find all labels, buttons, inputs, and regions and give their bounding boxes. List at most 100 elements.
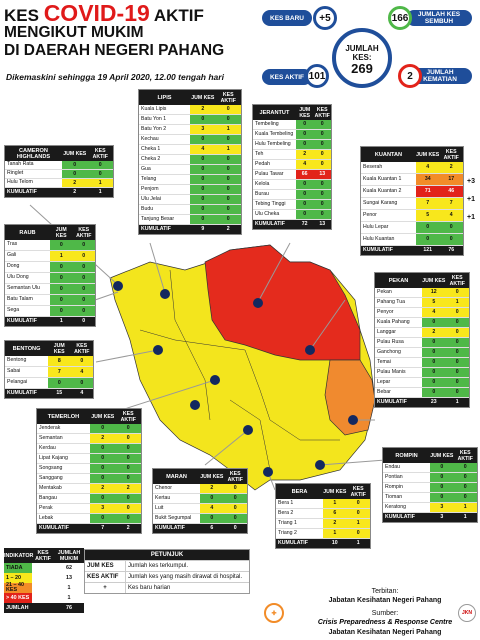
- table-row: Pekan 12 0: [375, 288, 469, 298]
- jum-kes-cell: 71: [415, 186, 440, 197]
- kes-aktif-cell: 0: [445, 328, 469, 337]
- kes-aktif-cell: 0: [215, 215, 241, 224]
- table-row: Gali 1 0: [5, 251, 95, 262]
- district-col-header: JUM KES: [200, 473, 224, 480]
- kes-aktif-cell: 0: [70, 356, 94, 366]
- kuantan-plus-3: +1: [467, 214, 475, 221]
- district-col-header: JUM KES: [55, 226, 67, 239]
- mukim-name: Bera 2: [278, 509, 294, 516]
- kumulatif-value: 4: [80, 389, 84, 396]
- jum-kes-cell: 0: [295, 130, 314, 139]
- mukim-name: Langgar: [377, 328, 397, 335]
- table-row: Penor 5 4: [361, 210, 463, 222]
- mukim-name: Cheka 1: [141, 145, 161, 152]
- kumulatif-value: 2: [73, 188, 77, 195]
- mukim-name: Hulu Tembeling: [255, 140, 291, 147]
- table-row: Ulu Jelai 0 0: [139, 195, 241, 205]
- mukim-name: Penyor: [377, 308, 394, 315]
- kumulatif-label: KUMULATIF: [377, 398, 407, 405]
- kes-aktif-cell: 0: [115, 504, 141, 513]
- dot-rompin: [315, 460, 325, 470]
- mukim-name: Ganchong: [377, 348, 401, 355]
- mukim-name: Pontian: [385, 473, 403, 480]
- mukim-name: Triang 2: [278, 529, 297, 536]
- district-col-header: JUM KES: [323, 488, 347, 495]
- jum-kes-cell: 0: [295, 190, 314, 199]
- district-col-header: KES AKTIF: [74, 342, 90, 355]
- table-row: Kuala Tembeling 0 0: [253, 130, 331, 140]
- kes-aktif-cell: 0: [453, 493, 477, 502]
- kes-baru-value: +5: [313, 6, 337, 30]
- kuantan-plus-1: +3: [467, 178, 475, 185]
- kuantan-plus-2: +1: [467, 196, 475, 203]
- table-row: Kechau 0 0: [139, 135, 241, 145]
- jum-kes-cell: 0: [200, 494, 224, 503]
- mukim-name: Cheka 2: [141, 155, 161, 162]
- mukim-name: Rompin: [385, 483, 403, 490]
- kes-aktif-cell: 0: [215, 175, 241, 184]
- kes-aktif-cell: 0: [215, 165, 241, 174]
- mukim-name: Luit: [155, 504, 164, 511]
- mukim-name: Bangau: [39, 494, 57, 501]
- update-note: Dikemaskini sehingga 19 April 2020, 12.0…: [6, 72, 224, 82]
- jum-kes-cell: 0: [50, 284, 73, 294]
- table-row: Pedah 4 0: [253, 160, 331, 170]
- kes-aktif-cell: 0: [313, 210, 331, 219]
- district-name: TEMERLOH: [47, 413, 80, 420]
- kes-aktif-cell: 0: [72, 251, 95, 261]
- jkn-logo-icon: JKN: [458, 604, 476, 622]
- jum-kes-cell: 0: [430, 483, 454, 492]
- mukim-name: Sega: [7, 307, 20, 314]
- kes-aktif-cell: 7: [439, 198, 463, 209]
- jum-kes-cell: 0: [90, 444, 116, 453]
- table-row: Rompin 0 0: [383, 483, 477, 493]
- kes-aktif-cell: 0: [115, 494, 141, 503]
- table-row: Kuala Lipis 2 0: [139, 105, 241, 115]
- jum-kes-cell: 2: [422, 328, 446, 337]
- pet-v1: Jumlah kes yang masih dirawat di hospita…: [125, 572, 249, 582]
- jum-kes-cell: 0: [295, 120, 314, 129]
- dot-bentong: [210, 375, 220, 385]
- kumulatif-value: 0: [82, 317, 86, 324]
- jum-kes-cell: 0: [200, 514, 224, 523]
- jum-kes-cell: 0: [190, 155, 216, 164]
- jum-kes-cell: 0: [48, 378, 71, 388]
- mukim-name: Keratong: [385, 503, 407, 510]
- table-row: Tembeling 0 0: [253, 120, 331, 130]
- jum-kes-cell: 0: [295, 200, 314, 209]
- mukim-name: Bera 1: [278, 499, 294, 506]
- table-row: Hulu Telom 2 1: [5, 179, 113, 188]
- table-row: Telang 0 0: [139, 175, 241, 185]
- mukim-name: Penjom: [141, 185, 159, 192]
- kes-aktif-cell: 0: [313, 140, 331, 149]
- kumulatif-value: 13: [319, 220, 326, 227]
- table-row: Langgar 2 0: [375, 328, 469, 338]
- kes-aktif-cell: 4: [70, 367, 94, 377]
- kumulatif-value: 121: [423, 246, 433, 253]
- jum-kes-cell: 0: [90, 494, 116, 503]
- mukim-name: Bebar: [377, 388, 391, 395]
- district-col-header: JUM KES: [63, 150, 87, 157]
- kes-aktif-cell: 0: [215, 115, 241, 124]
- mukim-name: Semantan Ulu: [7, 285, 40, 292]
- pet-k0: JUM KES: [87, 563, 114, 569]
- jum-kes-cell: 0: [90, 474, 116, 483]
- jum-kes-cell: 0: [430, 493, 454, 502]
- table-row: Kuala Pahang 0 0: [375, 318, 469, 328]
- kes-aktif-cell: 0: [445, 308, 469, 317]
- jum-kes-cell: 12: [422, 288, 446, 297]
- mukim-name: Pulau Tawar: [255, 170, 284, 177]
- jum-kes-cell: 1: [323, 529, 347, 538]
- table-row: Sungai Karang 7 7: [361, 198, 463, 210]
- mukim-name: Semantan: [39, 434, 63, 441]
- kumulatif-value: 2: [126, 524, 130, 531]
- district-name: ROMPIN: [395, 452, 418, 459]
- mukim-name: Budu: [141, 205, 154, 212]
- jum-kes-cell: 4: [422, 308, 446, 317]
- mukim-name: Sanggang: [39, 474, 63, 481]
